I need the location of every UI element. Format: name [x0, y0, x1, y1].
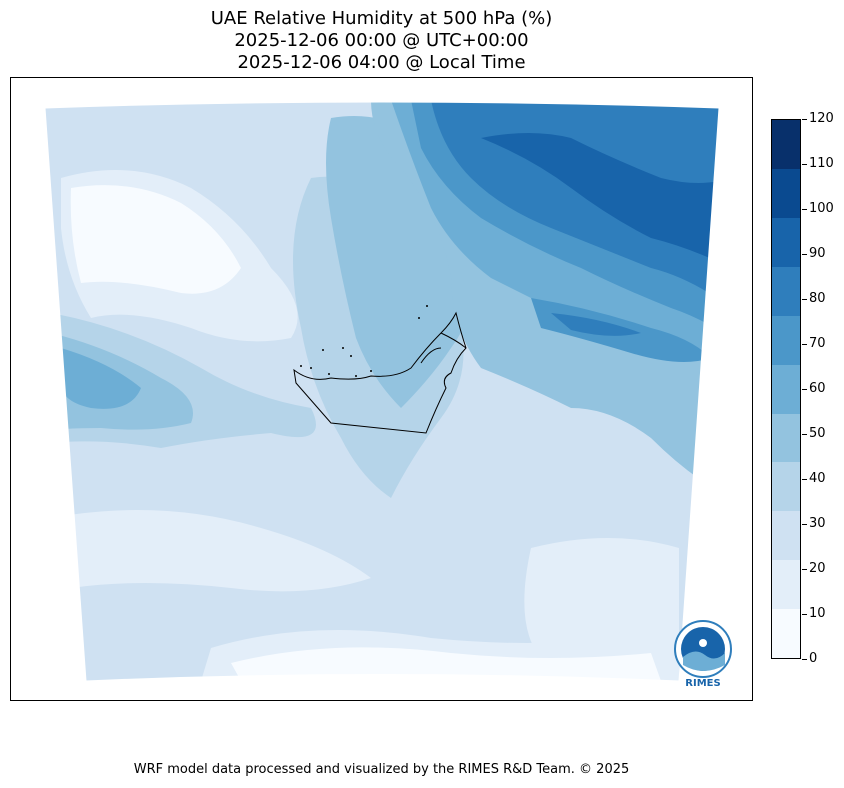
- colorbar-tick: [802, 524, 807, 525]
- colorbar-segment: [772, 511, 800, 561]
- colorbar-tick-label: 100: [809, 201, 834, 216]
- colorbar-tick-label: 0: [809, 651, 818, 666]
- rimes-logo-text: RIMES: [685, 678, 720, 689]
- colorbar-segment: [772, 315, 800, 365]
- colorbar-segment: [772, 413, 800, 463]
- colorbar-tick-label: 120: [809, 111, 834, 126]
- colorbar-tick: [802, 254, 807, 255]
- colorbar-segment: [772, 462, 800, 512]
- colorbar-tick-label: 110: [809, 156, 834, 171]
- colorbar: [771, 119, 801, 659]
- colorbar-segment: [772, 609, 800, 659]
- colorbar-tick: [802, 209, 807, 210]
- colorbar-tick-label: 70: [809, 336, 826, 351]
- colorbar-tick: [802, 389, 807, 390]
- colorbar-tick: [802, 164, 807, 165]
- colorbar-tick-label: 20: [809, 561, 826, 576]
- colorbar-segment: [772, 266, 800, 316]
- colorbar-tick-label: 50: [809, 426, 826, 441]
- humidity-field: [45, 102, 719, 681]
- local-time: 2025-12-06 04:00 @ Local Time: [237, 52, 526, 73]
- colorbar-tick: [802, 434, 807, 435]
- uae-boundary: [293, 311, 467, 434]
- humidity-map: [44, 101, 720, 682]
- colorbar-segment: [772, 217, 800, 267]
- colorbar-tick-label: 80: [809, 291, 826, 306]
- rimes-logo: RIMES: [673, 615, 733, 689]
- colorbar-tick: [802, 659, 807, 660]
- colorbar-tick: [802, 569, 807, 570]
- colorbar-tick-label: 40: [809, 471, 826, 486]
- colorbar-segment: [772, 560, 800, 610]
- colorbar-tick-label: 10: [809, 606, 826, 621]
- utc-time: 2025-12-06 00:00 @ UTC+00:00: [234, 30, 529, 51]
- colorbar-tick-label: 60: [809, 381, 826, 396]
- colorbar-tick: [802, 299, 807, 300]
- colorbar-tick: [802, 479, 807, 480]
- islands: [300, 305, 428, 377]
- colorbar-tick: [802, 344, 807, 345]
- colorbar-segment: [772, 168, 800, 218]
- colorbar-segment: [772, 120, 800, 169]
- footer-credit: WRF model data processed and visualized …: [133, 762, 630, 777]
- colorbar-tick-label: 30: [809, 516, 826, 531]
- colorbar-tick-label: 90: [809, 246, 826, 261]
- colorbar-segment: [772, 364, 800, 414]
- map-frame: [10, 77, 753, 701]
- colorbar-tick: [802, 119, 807, 120]
- map-title: UAE Relative Humidity at 500 hPa (%): [210, 8, 553, 29]
- colorbar-tick: [802, 614, 807, 615]
